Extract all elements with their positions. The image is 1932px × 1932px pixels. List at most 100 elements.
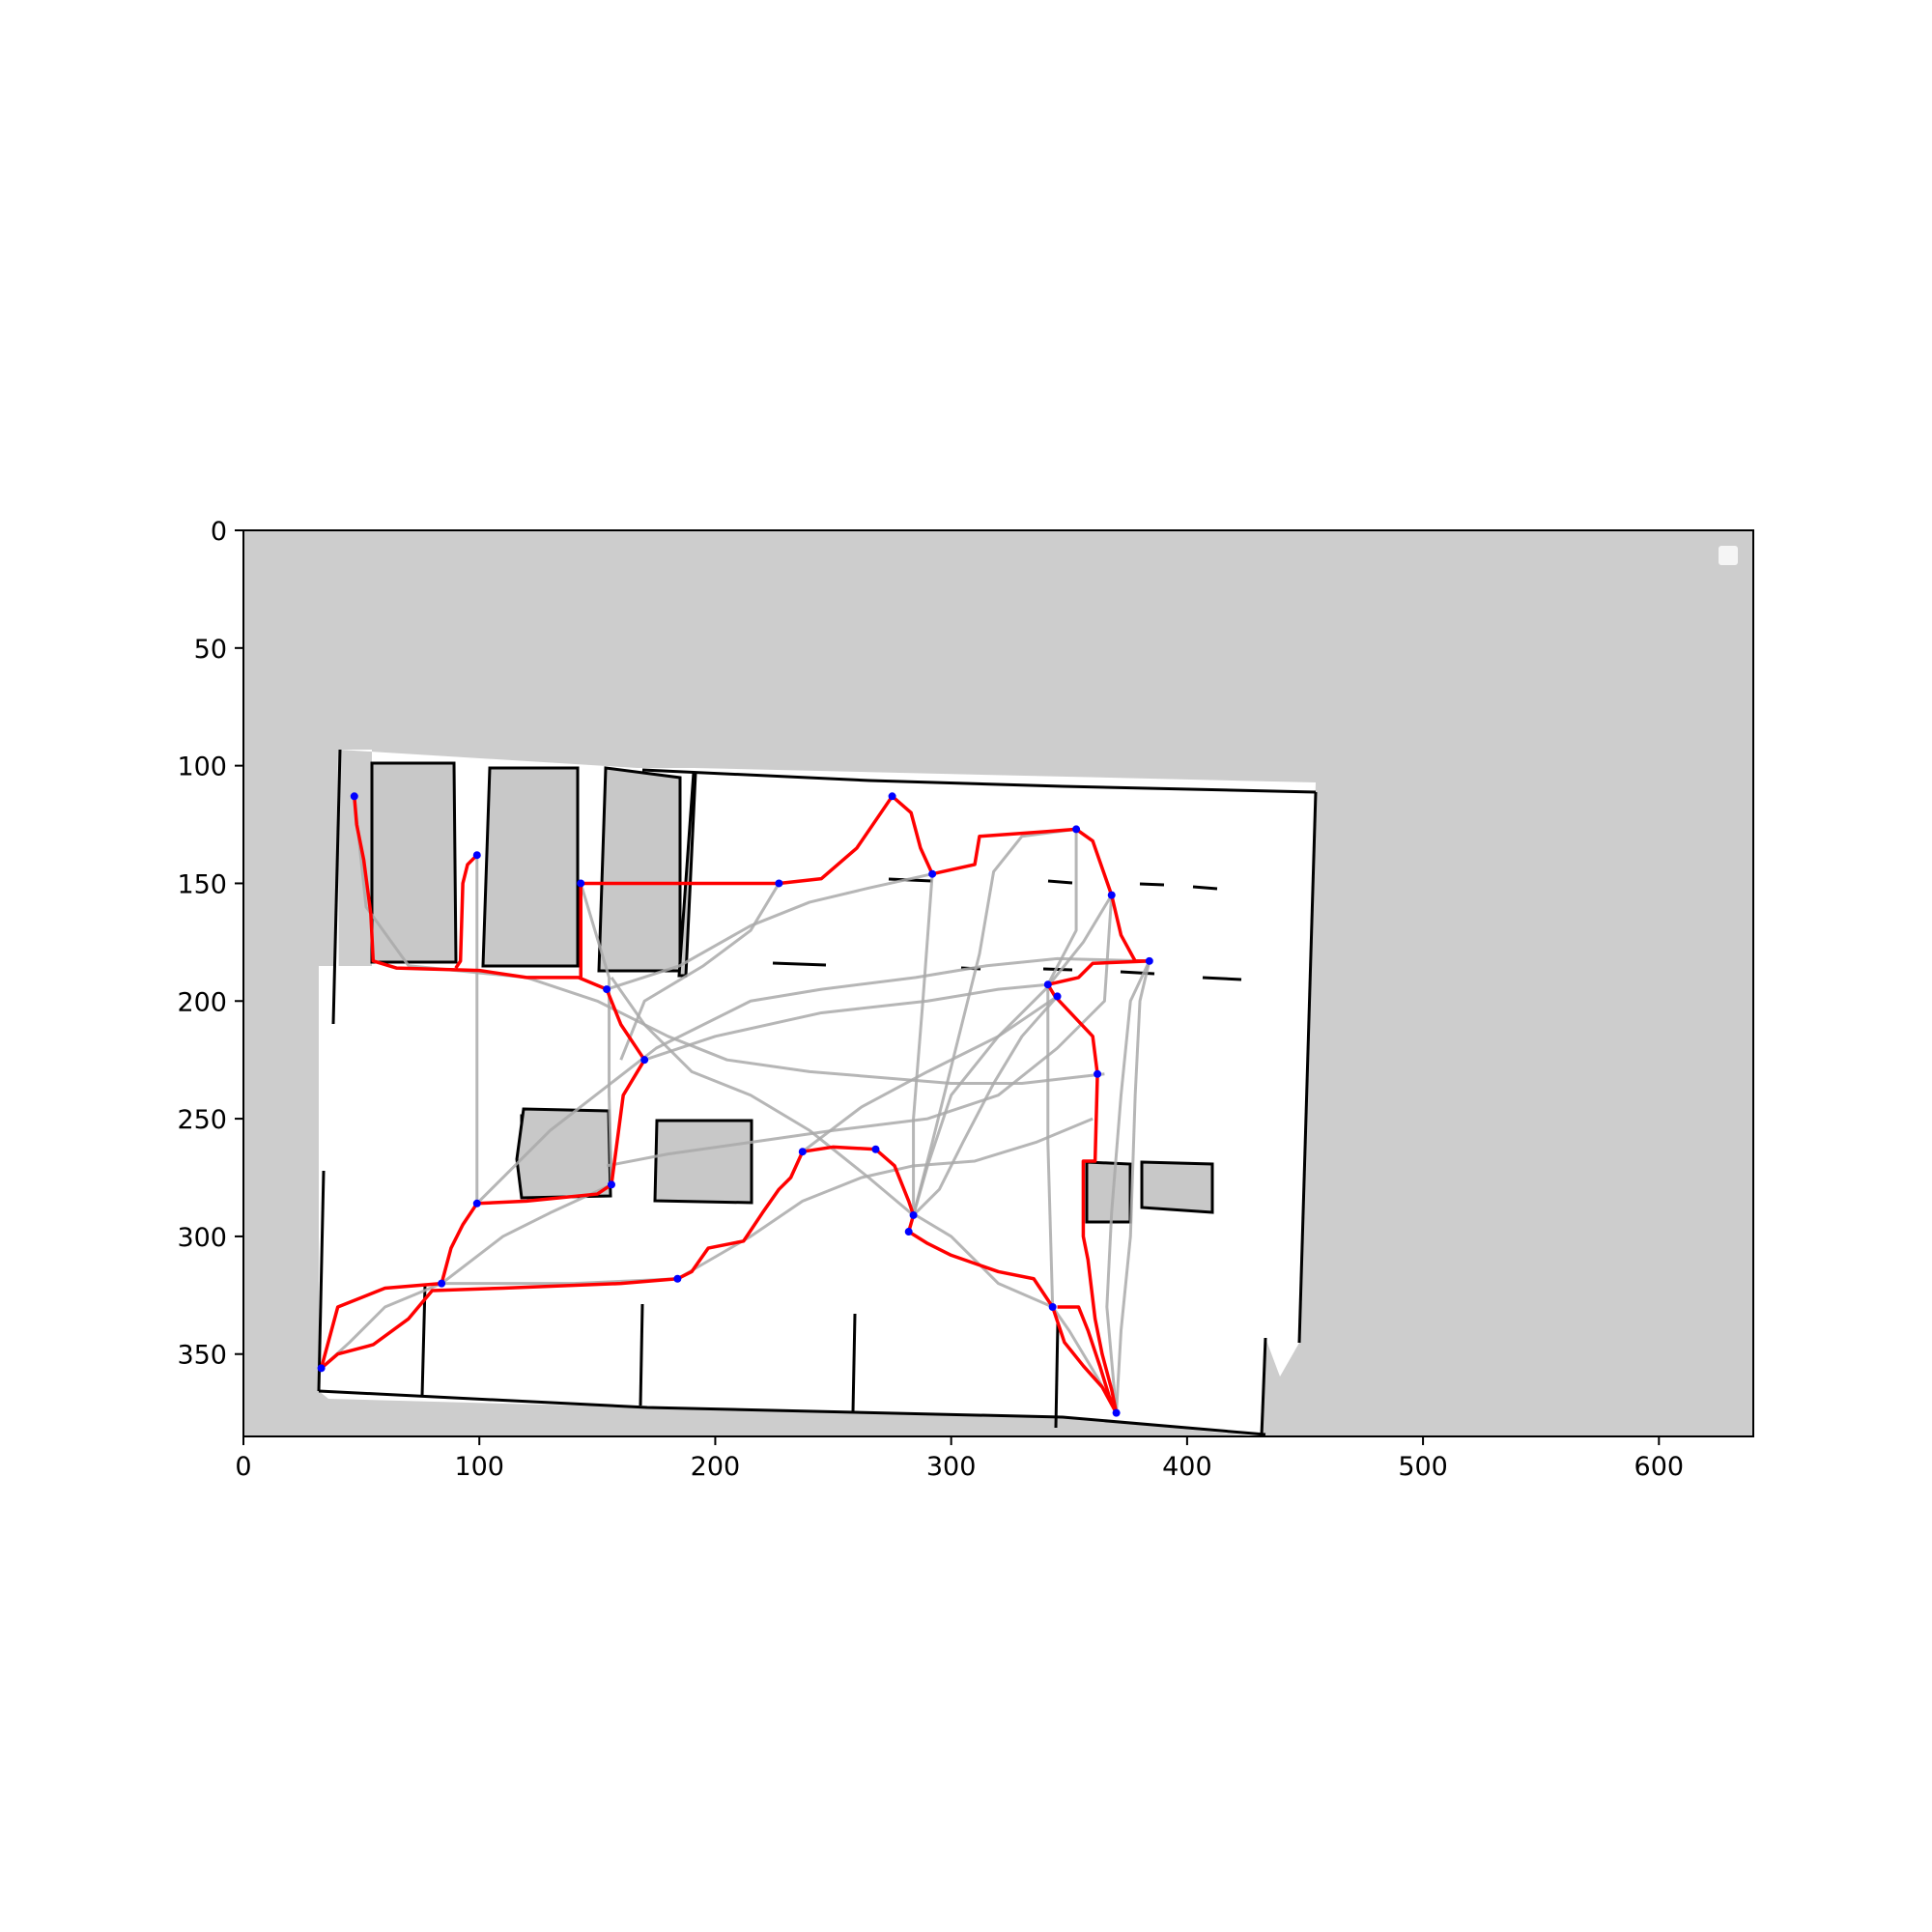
x-tick-label-0: 0 (235, 1452, 251, 1482)
x-tick-label-6: 600 (1634, 1452, 1685, 1482)
waypoint-20 (909, 1210, 918, 1219)
plot-frame (242, 529, 1754, 1437)
y-tick-label-7: 350 (177, 1341, 227, 1371)
y-tick-label-3: 150 (177, 869, 227, 899)
x-tick-label-4: 400 (1162, 1452, 1212, 1482)
wall-divider-2 (639, 1303, 644, 1406)
y-tick-label-0: 0 (211, 517, 227, 547)
waypoint-4 (888, 792, 896, 801)
waypoint-11 (1094, 1069, 1102, 1078)
free-space-main (319, 750, 1316, 1436)
obstacle-block-5 (1140, 1160, 1214, 1214)
waypoint-10 (1053, 992, 1062, 1001)
desk-row-2e (1202, 976, 1242, 981)
wall-divider-1 (420, 1284, 427, 1397)
alt-path-4 (475, 956, 1150, 1205)
waypoint-9 (1043, 980, 1052, 989)
waypoint-21 (904, 1228, 913, 1236)
alt-path-8 (676, 1117, 1094, 1281)
path-segment-5 (1057, 1305, 1119, 1414)
alt-path-11 (912, 873, 934, 1215)
waypoint-12 (603, 985, 611, 994)
alt-path-12 (912, 827, 1077, 1216)
alt-path-21 (1046, 829, 1078, 985)
alt-path-18 (440, 1182, 612, 1285)
alt-path-5 (606, 872, 933, 991)
desk-row-2c (1042, 967, 1073, 972)
waypoint-16 (438, 1279, 446, 1288)
waypoint-8 (1145, 956, 1153, 965)
alt-path-17 (915, 1213, 1054, 1309)
y-tick-label-5: 250 (177, 1105, 227, 1135)
waypoint-17 (673, 1274, 682, 1283)
waypoint-13 (640, 1056, 649, 1065)
alternative-paths (320, 796, 1151, 1414)
alt-path-14 (912, 995, 1059, 1217)
occupancy-map (317, 749, 1318, 1436)
wall-right (1297, 791, 1318, 1344)
free-space-left (319, 750, 413, 1391)
y-tick-label-1: 50 (194, 635, 227, 665)
y-tick-label-4: 200 (177, 987, 227, 1017)
alt-path-9 (801, 995, 1059, 1153)
waypoint-1 (472, 851, 481, 860)
waypoint-6 (1072, 825, 1081, 834)
obstacle-block-2 (515, 1107, 612, 1200)
desk-row-1b (1047, 879, 1073, 885)
wall-divider-4 (1054, 1322, 1060, 1429)
path-segment-4 (320, 1145, 1119, 1414)
alt-path-6 (643, 982, 1048, 1062)
desk-row-2d (1120, 970, 1155, 976)
waypoint-22 (1048, 1303, 1057, 1311)
alt-path-16 (1105, 960, 1151, 1413)
waypoint-3 (775, 879, 783, 888)
x-axis-ticks: 0 100 200 300 400 500 600 (235, 1436, 1684, 1482)
x-tick-label-5: 500 (1398, 1452, 1448, 1482)
obstacle-room-1 (370, 761, 458, 964)
obstacle-room-3 (597, 766, 682, 973)
obstacle-block-3 (653, 1119, 753, 1205)
alt-path-10 (619, 882, 781, 1061)
waypoint-23 (1112, 1408, 1121, 1417)
x-tick-label-3: 300 (926, 1452, 977, 1482)
desk-row-1d (1192, 885, 1218, 891)
waypoints (317, 792, 1153, 1417)
alt-path-3 (610, 977, 915, 1217)
waypoint-2 (577, 879, 585, 888)
waypoint-7 (1107, 891, 1116, 899)
plot-area (243, 530, 1753, 1436)
path-segment-3 (581, 794, 1151, 1413)
wall-divider-5 (1260, 1337, 1267, 1436)
y-tick-label-6: 300 (177, 1223, 227, 1253)
path-segment-1 (454, 853, 479, 970)
walls (317, 749, 1318, 1436)
obstacle-block-4 (1085, 1160, 1132, 1224)
alt-path-13 (912, 894, 1114, 1216)
desk-row-1c (1139, 882, 1165, 887)
x-tick-label-1: 100 (454, 1452, 504, 1482)
y-axis-ticks: 0 50 100 150 200 250 300 350 (177, 517, 243, 1371)
waypoint-0 (350, 792, 358, 801)
obstacle-room-2 (481, 766, 580, 968)
waypoint-14 (607, 1180, 615, 1189)
legend-box (1719, 546, 1738, 565)
wall-top (641, 768, 1317, 794)
alt-path-23 (1115, 960, 1151, 1413)
waypoint-5 (928, 869, 937, 878)
alt-path-0 (353, 796, 1105, 1086)
waypoint-24 (317, 1364, 326, 1373)
obstacles (370, 761, 1214, 1224)
wall-divider-3 (851, 1313, 857, 1413)
wall-bottom (318, 1389, 1266, 1436)
alt-path-7 (606, 895, 1114, 1168)
x-tick-label-2: 200 (691, 1452, 741, 1482)
waypoint-19 (871, 1145, 880, 1153)
y-tick-label-2: 100 (177, 753, 227, 782)
alt-path-15 (1046, 984, 1055, 1308)
wall-left-lower (317, 1170, 326, 1392)
wall-left (331, 749, 342, 1025)
desk-row-2a (772, 961, 827, 967)
alt-path-2 (579, 883, 613, 1185)
waypoint-15 (472, 1199, 481, 1208)
